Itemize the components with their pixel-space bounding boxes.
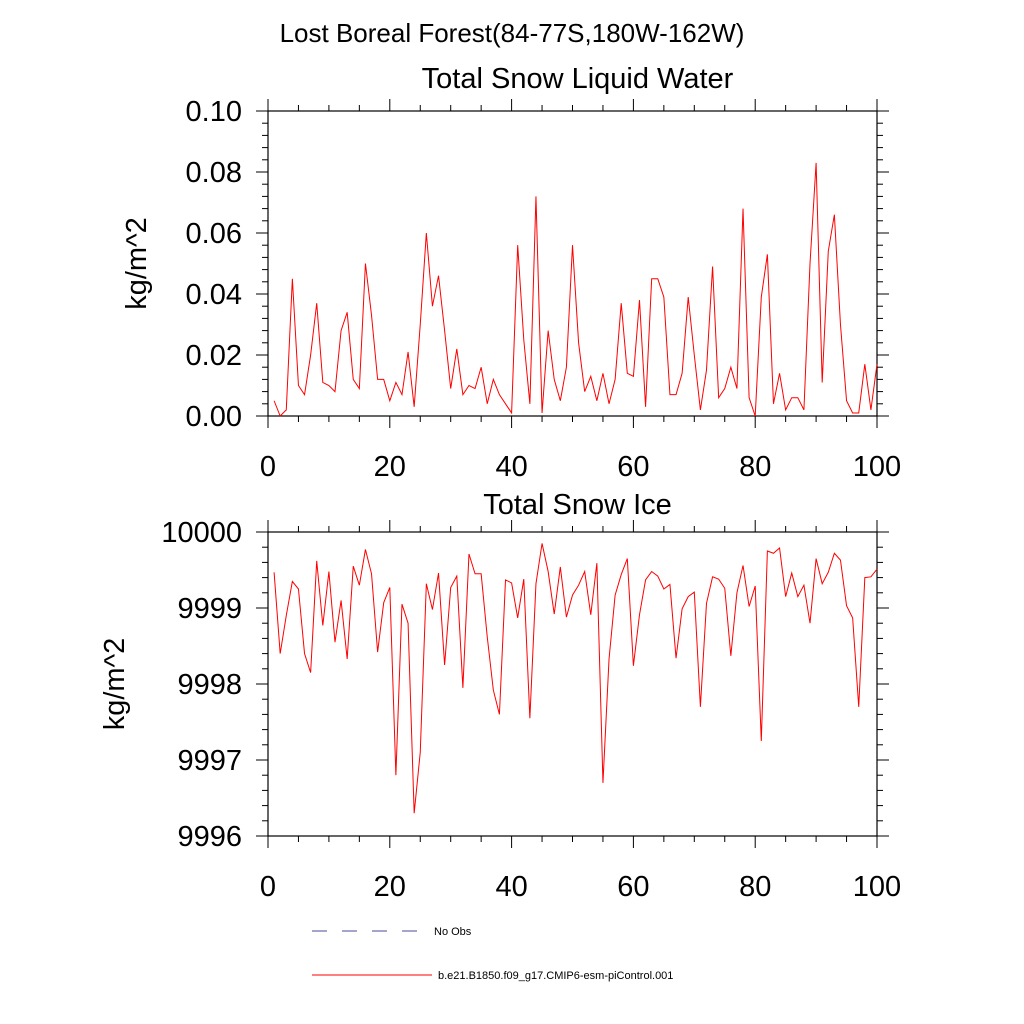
legend-model-label: b.e21.B1850.f09_g17.CMIP6-esm-piControl.…: [438, 970, 673, 982]
plot-frame: [267, 531, 878, 837]
y-tick-label: 0.10: [186, 96, 242, 128]
y-tick-label: 0.06: [186, 218, 242, 250]
y-tick-label: 9998: [177, 669, 242, 701]
panel-snow-liquid-water: Total Snow Liquid Water kg/m^2 0 20 40 60 80 10…: [121, 63, 901, 483]
y-axis-label: kg/m^2: [121, 217, 153, 310]
x-tick-label: 40: [495, 871, 527, 903]
chart-title: Total Snow Ice: [483, 489, 672, 521]
x-tick-label: 80: [739, 451, 771, 483]
x-tick-label: 60: [617, 871, 649, 903]
y-tick-label: 0.08: [186, 157, 242, 189]
x-tick-label: 20: [374, 871, 406, 903]
y-tick-label: 0.04: [186, 279, 242, 311]
x-tick-label: 60: [617, 451, 649, 483]
x-tick-label: 0: [260, 871, 276, 903]
legend: No Obs b.e21.B1850.f09_g17.CMIP6-esm-piC…: [312, 926, 673, 982]
y-tick-label: 0.02: [186, 340, 242, 372]
x-tick-label: 80: [739, 871, 771, 903]
x-tick-label: 0: [260, 451, 276, 483]
y-tick-label: 10000: [161, 517, 242, 549]
y-tick-label: 9996: [177, 821, 242, 853]
y-tick-label: 9999: [177, 593, 242, 625]
y-tick-label: 0.00: [186, 401, 242, 433]
x-tick-label: 40: [495, 451, 527, 483]
panel-snow-ice: Total Snow Ice kg/m^2 0 20 40 60 80 100 9996 9997…: [99, 489, 901, 903]
y-axis-label: kg/m^2: [99, 638, 131, 731]
x-tick-label: 100: [853, 871, 901, 903]
x-tick-label: 100: [853, 451, 901, 483]
chart-title: Total Snow Liquid Water: [422, 63, 734, 95]
y-tick-label: 9997: [177, 745, 242, 777]
x-tick-label: 20: [374, 451, 406, 483]
figure-title: Lost Boreal Forest(84-77S,180W-162W): [280, 18, 745, 48]
legend-no-obs-label: No Obs: [434, 926, 472, 938]
series-line-model: [273, 162, 878, 417]
series-line-model: [273, 543, 878, 814]
plot-frame: [267, 110, 878, 417]
